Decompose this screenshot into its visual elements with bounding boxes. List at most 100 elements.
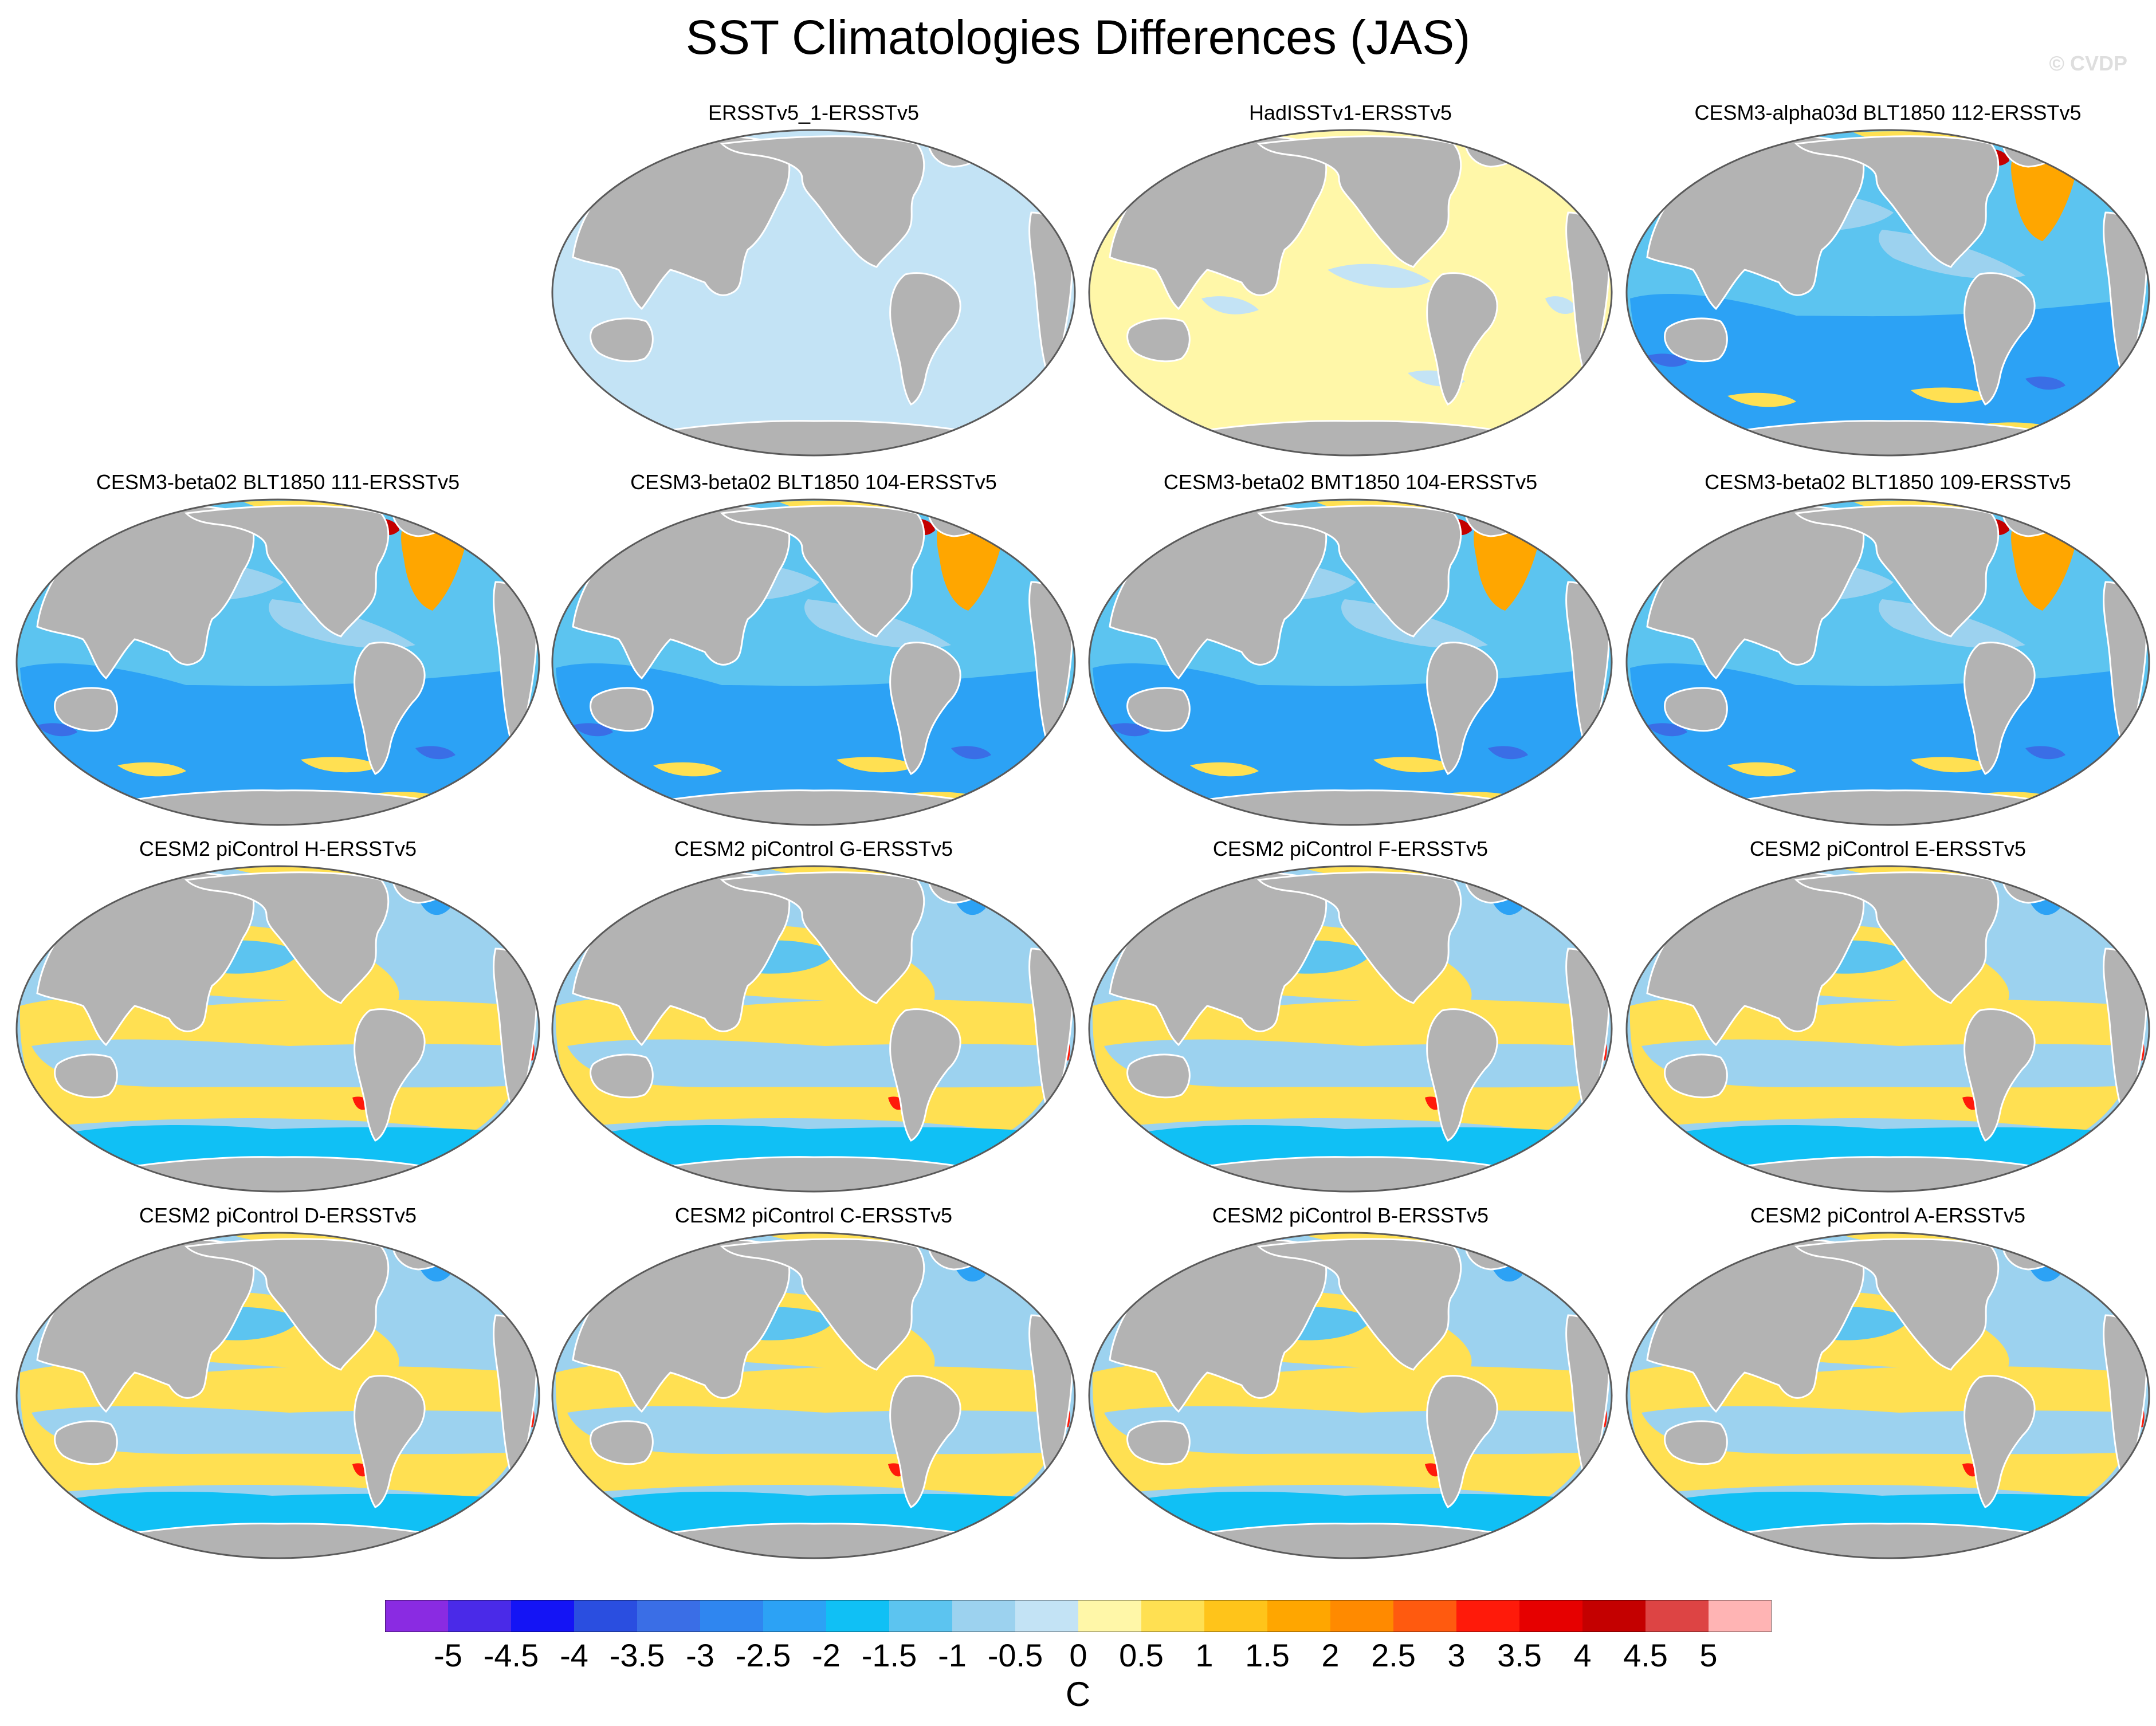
map-frame [15,865,540,1193]
sst-anomaly-region [1647,353,1687,367]
figure-title: SST Climatologies Differences (JAS) [685,10,1471,64]
map-frame [551,865,1076,1193]
land-australia [1126,317,1191,363]
sst-anomaly-region [37,723,77,737]
panel-title: CESM3-beta02 BLT1850 109-ERSSTv5 [1705,470,2071,494]
sst-anomaly-region [72,1125,507,1170]
land-australia [1664,687,1728,732]
land-samerica [889,642,961,775]
sst-anomaly-region [937,521,1003,611]
land-samerica [1963,1375,2036,1508]
panel-title: CESM3-alpha03d BLT1850 112-ERSSTv5 [1694,101,2082,124]
sst-anomaly-region [2025,746,2065,760]
panel-title: CESM2 piControl F-ERSSTv5 [1212,837,1489,860]
sst-anomaly-region [1474,521,1540,611]
sst-anomaly-region [1641,1512,1705,1529]
map-panel-p7: CESM3-beta02 BLT1850 109-ERSSTv5 [1624,470,2151,836]
sst-anomaly-region [1911,757,1991,773]
colorbar-bin [1582,1600,1646,1632]
sst-anomaly-region [1008,1135,1060,1151]
colorbar-tick-label: 4.5 [1623,1637,1668,1673]
land-samerica [354,642,426,775]
colorbar-tick-label: -4.5 [483,1637,539,1673]
land-australia [590,1053,654,1099]
map-frame [1088,498,1613,826]
panel-title: CESM2 piControl A-ERSSTv5 [1750,1204,2026,1227]
sst-anomaly-region [1727,392,1796,407]
land-australia [1664,1420,1728,1465]
colorbar-tick-label: 3 [1447,1637,1466,1673]
panel-title: HadISSTv1-ERSSTv5 [1248,101,1452,124]
panel-title: ERSSTv5_1-ERSSTv5 [708,101,920,124]
robinson-map [551,129,1076,457]
map-panel-p15: CESM2 piControl A-ERSSTv5 [1624,1203,2151,1570]
sst-anomaly-region [1008,1502,1060,1517]
map-frame [1088,865,1613,1193]
colorbar-tick-label: 2 [1321,1637,1340,1673]
colorbar-tick-label: 3.5 [1497,1637,1542,1673]
map-frame [1088,1232,1613,1559]
map-frame [1625,498,2150,826]
colorbar [385,1600,1772,1632]
map-panel-p2: HadISSTv1-ERSSTv5 [1087,100,1614,467]
colorbar-tick-label: -1.5 [861,1637,917,1673]
robinson-map [15,865,540,1193]
panel-title: CESM3-beta02 BLT1850 104-ERSSTv5 [630,470,997,494]
robinson-map [1625,129,2150,457]
sst-anomaly-region [401,521,467,611]
colorbar-tick-label: -2.5 [735,1637,791,1673]
map-panel-p12: CESM2 piControl D-ERSSTv5 [14,1203,541,1570]
map-panel-p13: CESM2 piControl C-ERSSTv5 [550,1203,1077,1570]
land-australia [1664,1053,1728,1099]
sst-anomaly-region [473,1502,524,1517]
map-panel-p11: CESM2 piControl E-ERSSTv5 [1624,836,2151,1203]
colorbar-bin [763,1600,827,1632]
colorbar-tick-label: -0.5 [987,1637,1043,1673]
sst-anomaly-region [301,757,381,773]
sst-anomaly-region [32,1146,95,1162]
colorbar-bin [574,1600,638,1632]
sst-anomaly-region [607,1125,1043,1170]
sst-anomaly-region [567,1512,630,1529]
land-samerica [1426,1375,1498,1508]
colorbar-tick-label: 0 [1069,1637,1087,1673]
colorbar-tick-label: 1.5 [1245,1637,1290,1673]
colorbar-tick-label: -2 [812,1637,841,1673]
sst-anomaly-region [1110,723,1150,737]
robinson-map [551,865,1076,1193]
sst-anomaly-region [473,1135,524,1151]
sst-anomaly-region [1201,296,1259,314]
sst-anomaly-region [2011,151,2077,241]
land-samerica [1426,642,1498,775]
sst-anomaly-region [2011,521,2077,611]
land-samerica [889,1008,961,1142]
sst-anomaly-region [72,1492,507,1537]
land-australia [1664,317,1728,363]
robinson-map [1625,865,2150,1193]
map-frame [15,498,540,826]
land-australia [590,317,654,363]
sst-anomaly-region [2083,1502,2134,1517]
colorbar-bin [511,1600,575,1632]
sst-anomaly-region [1488,746,1528,760]
land-australia [54,1420,118,1465]
land-australia [1126,1420,1191,1465]
colorbar-bin [1015,1600,1079,1632]
land-samerica [354,1375,426,1508]
sst-anomaly-region [1328,264,1431,288]
map-frame [1625,865,2150,1193]
colorbar-bin [637,1600,701,1632]
colorbar-bin [1519,1600,1583,1632]
robinson-map [1625,498,2150,826]
robinson-map [1625,1232,2150,1559]
land-australia [590,687,654,732]
sst-anomaly-region [1647,723,1687,737]
colorbar-bin [385,1600,449,1632]
land-samerica [889,1375,961,1508]
sst-anomaly-region [1144,1125,1580,1170]
panel-title: CESM2 piControl D-ERSSTv5 [139,1204,417,1227]
sst-anomaly-region [1545,1135,1597,1151]
colorbar-bin [826,1600,890,1632]
map-frame [1625,129,2150,457]
panel-title: CESM2 piControl C-ERSSTv5 [674,1204,953,1227]
